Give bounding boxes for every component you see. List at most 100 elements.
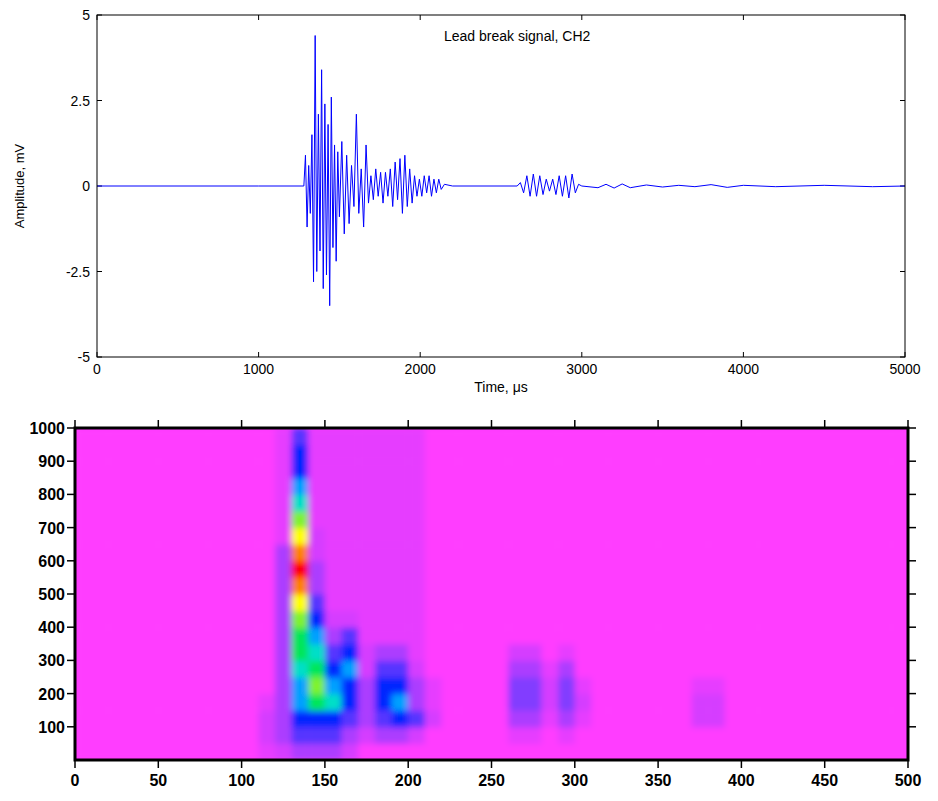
heatmap-cell	[242, 461, 259, 478]
heatmap-cell	[175, 445, 192, 462]
heatmap-cell	[242, 544, 259, 561]
heatmap-cell	[142, 694, 159, 711]
heatmap-cell	[308, 727, 325, 744]
heatmap-cell	[558, 511, 575, 528]
heatmap-cell	[875, 494, 892, 511]
heatmap-cell	[325, 494, 342, 511]
heatmap-cell	[408, 544, 425, 561]
heatmap-cell	[725, 627, 742, 644]
heatmap-cell	[158, 727, 175, 744]
heatmap-cell	[775, 478, 792, 495]
heatmap-cell	[275, 611, 292, 628]
heatmap-cell	[492, 727, 509, 744]
heatmap-cell	[175, 577, 192, 594]
x-tick	[491, 420, 493, 427]
heatmap-cell	[425, 727, 442, 744]
heatmap-cell	[342, 511, 359, 528]
heatmap-cell	[458, 594, 475, 611]
heatmap-cell	[825, 727, 842, 744]
heatmap-cell	[808, 611, 825, 628]
heatmap-cell	[591, 727, 608, 744]
heatmap-cell	[408, 511, 425, 528]
heatmap-cell	[625, 445, 642, 462]
heatmap-cell	[791, 710, 808, 727]
x-tick-label: 450	[811, 772, 838, 789]
heatmap-cell	[825, 494, 842, 511]
heatmap-cell	[558, 445, 575, 462]
heatmap-cell	[425, 577, 442, 594]
heatmap-cell	[575, 611, 592, 628]
heatmap-cell	[825, 644, 842, 661]
heatmap-cell	[458, 511, 475, 528]
heatmap-cell	[641, 428, 658, 445]
heatmap-cell	[92, 611, 109, 628]
heatmap-cell	[342, 644, 359, 661]
heatmap-cell	[242, 561, 259, 578]
heatmap-cell	[525, 594, 542, 611]
heatmap-cell	[208, 494, 225, 511]
heatmap-cell	[691, 544, 708, 561]
heatmap-cell	[108, 594, 125, 611]
heatmap-cell	[92, 677, 109, 694]
heatmap-cell	[425, 544, 442, 561]
heatmap-cell	[591, 660, 608, 677]
heatmap-cell	[492, 577, 509, 594]
heatmap-cell	[575, 428, 592, 445]
heatmap-cell	[325, 694, 342, 711]
heatmap-cell	[75, 461, 92, 478]
heatmap-cell	[308, 677, 325, 694]
heatmap-cell	[858, 743, 875, 760]
heatmap-cell	[691, 428, 708, 445]
heatmap-cell	[192, 677, 209, 694]
heatmap-cell	[641, 743, 658, 760]
heatmap-cell	[541, 544, 558, 561]
heatmap-cell	[75, 611, 92, 628]
heatmap-cell	[791, 478, 808, 495]
heatmap-cell	[308, 743, 325, 760]
heatmap-cell	[142, 528, 159, 545]
heatmap-cell	[508, 660, 525, 677]
heatmap-cell	[192, 511, 209, 528]
heatmap-cell	[725, 743, 742, 760]
heatmap-cell	[75, 710, 92, 727]
x-tick-label: 100	[228, 772, 255, 789]
x-tick-label: 1000	[243, 361, 274, 377]
heatmap-cell	[458, 644, 475, 661]
heatmap-cell	[808, 743, 825, 760]
heatmap-cell	[408, 627, 425, 644]
heatmap-cell	[558, 594, 575, 611]
heatmap-cell	[425, 511, 442, 528]
heatmap-cell	[758, 528, 775, 545]
heatmap-cell	[292, 660, 309, 677]
heatmap-cell	[142, 428, 159, 445]
heatmap-cell	[308, 478, 325, 495]
heatmap-cell	[358, 528, 375, 545]
heatmap-cell	[275, 428, 292, 445]
heatmap-cell	[175, 710, 192, 727]
heatmap-cell	[525, 528, 542, 545]
heatmap-cell	[458, 627, 475, 644]
heatmap-cell	[425, 461, 442, 478]
x-tick	[74, 761, 76, 768]
heatmap-cell	[641, 644, 658, 661]
heatmap-cell	[875, 561, 892, 578]
heatmap-cell	[475, 445, 492, 462]
heatmap-cell	[575, 743, 592, 760]
heatmap-cell	[725, 528, 742, 545]
heatmap-cell	[175, 594, 192, 611]
heatmap-cell	[492, 461, 509, 478]
heatmap-cell	[342, 428, 359, 445]
heatmap-cell	[591, 561, 608, 578]
heatmap-cell	[425, 494, 442, 511]
heatmap-cell	[858, 511, 875, 528]
heatmap-cell	[525, 478, 542, 495]
heatmap-cell	[208, 445, 225, 462]
y-tick-label: 600	[38, 553, 65, 570]
heatmap-cell	[758, 660, 775, 677]
heatmap-cell	[758, 677, 775, 694]
heatmap-cell	[108, 511, 125, 528]
heatmap-cell	[808, 710, 825, 727]
heatmap-cell	[192, 710, 209, 727]
heatmap-cell	[325, 660, 342, 677]
heatmap-cell	[741, 461, 758, 478]
